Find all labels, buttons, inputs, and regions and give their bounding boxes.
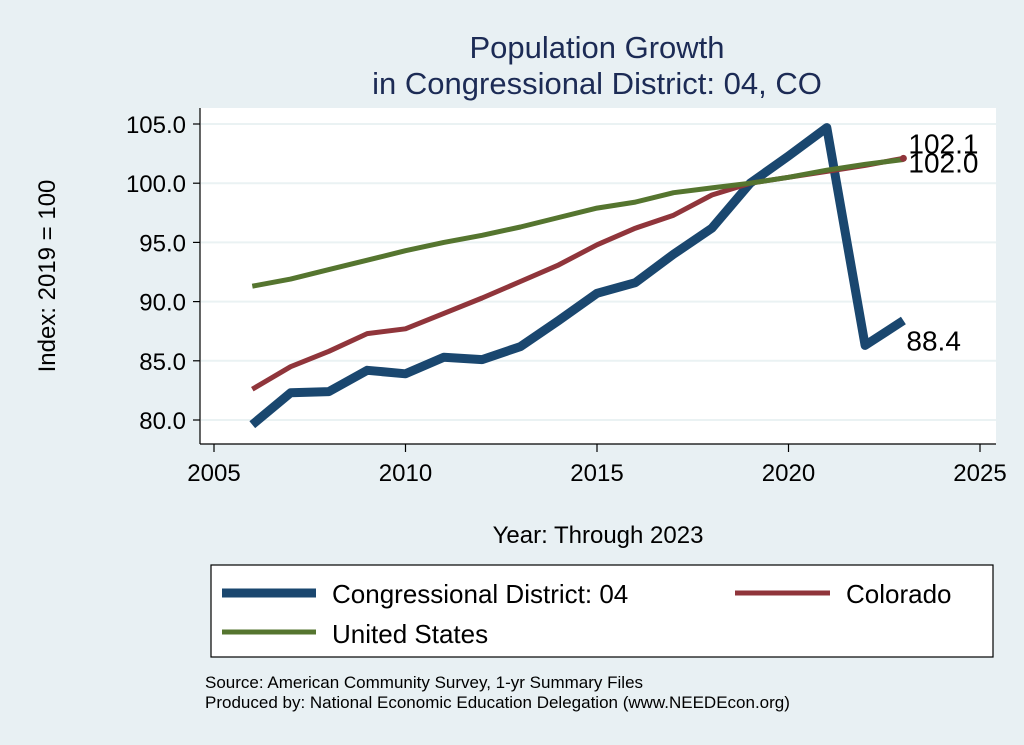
y-tick-label: 105.0 (126, 112, 186, 139)
x-tick-label: 2005 (187, 460, 240, 487)
end-label-cd04: 88.4 (906, 326, 961, 357)
series-lines (249, 123, 906, 429)
end-label-colorado: 102.1 (908, 128, 978, 159)
source-note: Source: American Community Survey, 1-yr … (205, 673, 643, 692)
y-axis-ticks: 80.0 85.0 90.0 95.0 100.0 105.0 (126, 112, 200, 435)
x-axis-title: Year: Through 2023 (493, 522, 704, 549)
legend-label-cd04: Congressional District: 04 (332, 579, 628, 609)
y-tick-label: 90.0 (139, 290, 186, 317)
y-tick-label: 95.0 (139, 230, 186, 257)
chart-title-line-1: Population Growth (469, 30, 724, 65)
chart-title-line-2: in Congressional District: 04, CO (372, 66, 822, 101)
x-tick-label: 2010 (379, 460, 432, 487)
y-tick-label: 85.0 (139, 349, 186, 376)
legend-label-united-states: United States (332, 619, 488, 649)
series-line-united-states (251, 157, 904, 289)
x-axis-ticks: 2005 2010 2015 2020 2025 (187, 444, 1007, 487)
legend: Congressional District: 04 Colorado Unit… (210, 564, 994, 658)
producer-note: Produced by: National Economic Education… (205, 693, 790, 712)
series-line-cd04 (249, 123, 906, 429)
colorado-end-marker (899, 154, 907, 162)
x-tick-label: 2025 (953, 460, 1006, 487)
x-tick-label: 2020 (762, 460, 815, 487)
y-axis-title: Index: 2019 = 100 (34, 180, 61, 373)
y-tick-label: 100.0 (126, 171, 186, 198)
y-tick-label: 80.0 (139, 408, 186, 435)
x-tick-label: 2015 (570, 460, 623, 487)
legend-box (210, 564, 994, 658)
legend-label-colorado: Colorado (846, 579, 952, 609)
end-label-united-states: 102.0 (908, 148, 978, 179)
